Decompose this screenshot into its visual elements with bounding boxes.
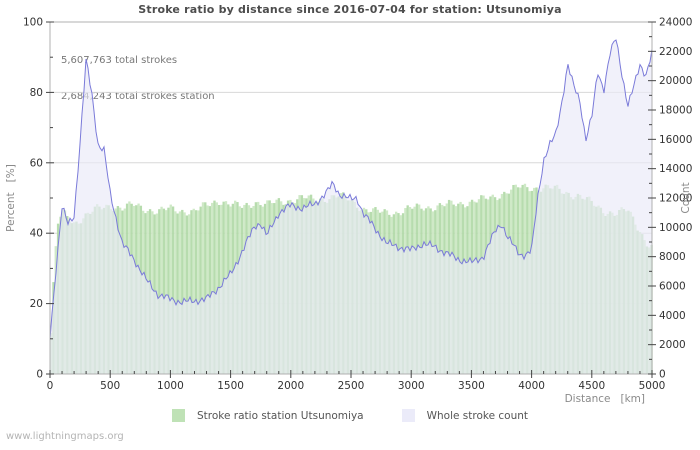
tick-label: 500 (100, 380, 120, 392)
tick-label: 2000 (277, 380, 304, 392)
tick-label: 20 (30, 298, 43, 310)
tick-label: 0 (36, 369, 43, 381)
legend-label-count: Whole stroke count (426, 409, 529, 422)
ratio-bar (190, 210, 193, 374)
ratio-bar (188, 214, 191, 374)
ratio-bar (194, 210, 198, 374)
ratio-bar (169, 204, 172, 374)
ratio-bar (213, 200, 216, 374)
ratio-bar (162, 208, 166, 374)
tick-label: 16000 (659, 134, 692, 146)
left-axis-title: Percent [%] (5, 164, 17, 232)
tick-label: 20000 (659, 75, 692, 87)
ratio-bar (158, 209, 161, 374)
axes: 0204060801000200040006000800010000120001… (5, 17, 692, 406)
legend-item-ratio: Stroke ratio station Utsunomiya (171, 409, 364, 422)
ratio-bar (174, 211, 177, 374)
ratio-bar (183, 212, 186, 374)
ratio-bar (208, 206, 212, 374)
ratio-bar (178, 211, 182, 374)
tick-label: 10000 (659, 222, 692, 234)
tick-label: 1500 (217, 380, 244, 392)
tick-label: 1000 (157, 380, 184, 392)
tick-label: 4500 (578, 380, 605, 392)
ratio-bar (201, 202, 205, 374)
tick-label: 6000 (659, 281, 686, 293)
ratio-bar (192, 208, 195, 374)
tick-label: 18000 (659, 105, 692, 117)
x-axis-title: Distance [km] (565, 393, 645, 405)
ratio-swatch-icon (171, 409, 185, 422)
ratio-bar (206, 205, 209, 374)
tick-label: 5000 (639, 380, 666, 392)
tick-label: 2500 (338, 380, 365, 392)
chart-title: Stroke ratio by distance since 2016-07-0… (138, 3, 562, 16)
legend: Stroke ratio station Utsunomiya Whole st… (0, 409, 700, 422)
count-area (50, 40, 652, 374)
tick-label: 2000 (659, 339, 686, 351)
right-axis-title: Count (680, 182, 692, 213)
ratio-bar (204, 202, 207, 374)
count-swatch-icon (401, 409, 415, 422)
tick-label: 12000 (659, 193, 692, 205)
tick-label: 3500 (458, 380, 485, 392)
tick-label: 22000 (659, 46, 692, 58)
watermark-text: www.lightningmaps.org (6, 431, 124, 442)
tick-label: 60 (30, 157, 43, 169)
tick-label: 4000 (659, 310, 686, 322)
tick-label: 100 (23, 17, 43, 29)
ratio-bar (181, 209, 184, 374)
legend-item-count: Whole stroke count (401, 409, 529, 422)
tick-label: 14000 (659, 163, 692, 175)
tick-label: 8000 (659, 251, 686, 263)
tick-label: 24000 (659, 17, 692, 29)
ratio-bar (211, 202, 214, 374)
tick-label: 40 (30, 228, 43, 240)
tick-label: 3000 (398, 380, 425, 392)
tick-label: 0 (47, 380, 54, 392)
ratio-bar (176, 213, 179, 374)
ratio-bar (167, 207, 170, 374)
ratio-bar (160, 206, 163, 374)
ratio-bar (215, 202, 218, 374)
tick-label: 0 (659, 369, 666, 381)
tick-label: 80 (30, 87, 43, 99)
ratio-bar (165, 210, 168, 374)
ratio-bar (197, 210, 200, 374)
count-line (49, 39, 653, 340)
tick-label: 4000 (518, 380, 545, 392)
legend-label-ratio: Stroke ratio station Utsunomiya (196, 409, 364, 422)
ratio-bar (185, 215, 189, 374)
ratio-bar (199, 206, 202, 374)
ratio-bar (171, 206, 175, 374)
